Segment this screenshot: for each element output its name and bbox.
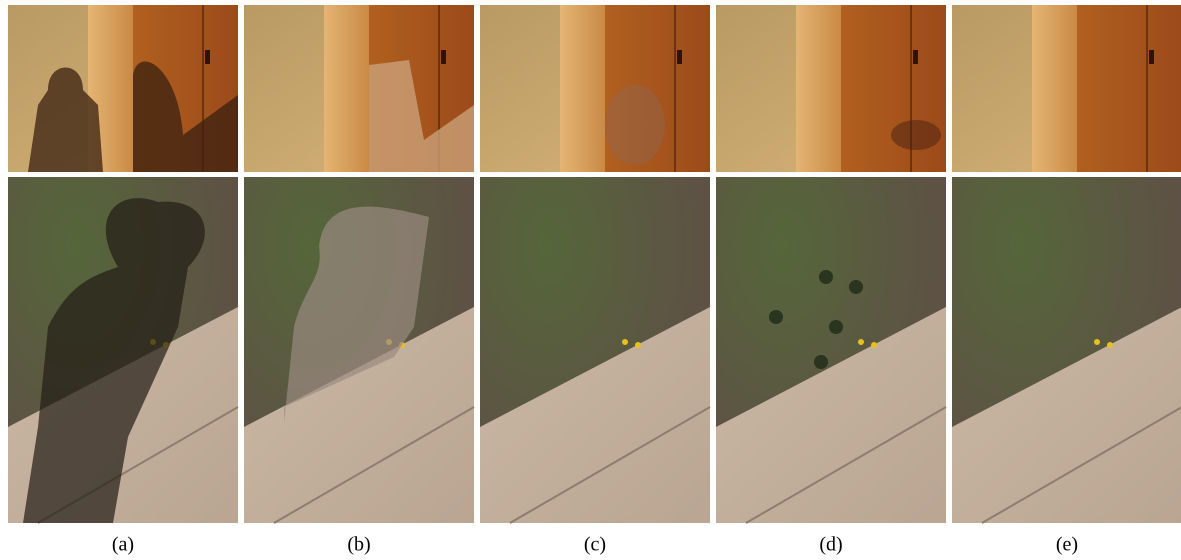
door-frame <box>560 5 605 172</box>
residue <box>891 120 941 150</box>
door-frame <box>1032 5 1077 172</box>
door-frame <box>796 5 841 172</box>
figure: (a) (b) (c) (d) (e) <box>0 0 1181 560</box>
panel-column: (b) <box>244 5 474 556</box>
residue <box>829 320 843 334</box>
keyhole <box>441 50 446 64</box>
caption: (e) <box>1056 534 1078 556</box>
door-frame <box>324 5 369 172</box>
keyhole <box>1149 50 1154 64</box>
caption: (b) <box>347 534 370 556</box>
caption: (d) <box>819 534 842 556</box>
flower <box>1094 339 1100 345</box>
keyhole <box>913 50 918 64</box>
caption: (c) <box>584 534 606 556</box>
panel-column: (a) <box>8 5 238 556</box>
flower <box>871 342 877 348</box>
residue <box>814 355 828 369</box>
panel-column: (c) <box>480 5 710 556</box>
keyhole <box>205 50 210 64</box>
residue <box>819 270 833 284</box>
panel-column: (e) <box>952 5 1181 556</box>
residue <box>849 280 863 294</box>
residue <box>769 310 783 324</box>
door <box>1077 5 1181 172</box>
residue <box>605 85 665 165</box>
panel-column: (d) <box>716 5 946 556</box>
flower <box>858 339 864 345</box>
caption: (a) <box>112 534 134 556</box>
flower <box>635 342 641 348</box>
flower <box>1107 342 1113 348</box>
flower <box>622 339 628 345</box>
keyhole <box>677 50 682 64</box>
